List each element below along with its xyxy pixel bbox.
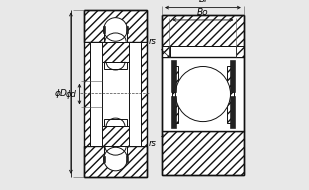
Polygon shape: [235, 46, 244, 57]
Polygon shape: [104, 32, 127, 42]
Text: ϕD: ϕD: [55, 89, 68, 98]
Polygon shape: [103, 156, 105, 162]
Polygon shape: [162, 15, 244, 57]
Polygon shape: [230, 60, 235, 92]
Polygon shape: [102, 126, 129, 146]
Polygon shape: [172, 66, 178, 123]
Circle shape: [104, 147, 127, 171]
Polygon shape: [227, 66, 234, 123]
Polygon shape: [162, 46, 169, 57]
Polygon shape: [84, 146, 147, 177]
Polygon shape: [84, 42, 90, 146]
Polygon shape: [141, 42, 147, 146]
Polygon shape: [230, 96, 235, 128]
Polygon shape: [162, 46, 170, 57]
Circle shape: [104, 18, 127, 41]
Polygon shape: [126, 156, 128, 162]
Circle shape: [176, 66, 231, 122]
Text: ϕd: ϕd: [66, 89, 76, 99]
Polygon shape: [84, 10, 147, 42]
Polygon shape: [162, 131, 244, 175]
Polygon shape: [104, 146, 127, 156]
Text: rs: rs: [149, 37, 169, 57]
Polygon shape: [169, 46, 236, 57]
Polygon shape: [102, 62, 129, 126]
Polygon shape: [104, 119, 127, 126]
Polygon shape: [104, 62, 127, 69]
Polygon shape: [171, 96, 176, 128]
Polygon shape: [162, 57, 244, 131]
Text: rs: rs: [149, 135, 164, 148]
Polygon shape: [102, 42, 129, 62]
Polygon shape: [90, 42, 141, 146]
Text: Bi: Bi: [199, 0, 207, 4]
Polygon shape: [126, 26, 128, 33]
Text: Bo: Bo: [197, 8, 209, 17]
Polygon shape: [103, 26, 105, 33]
Polygon shape: [236, 46, 244, 57]
Polygon shape: [171, 60, 176, 92]
